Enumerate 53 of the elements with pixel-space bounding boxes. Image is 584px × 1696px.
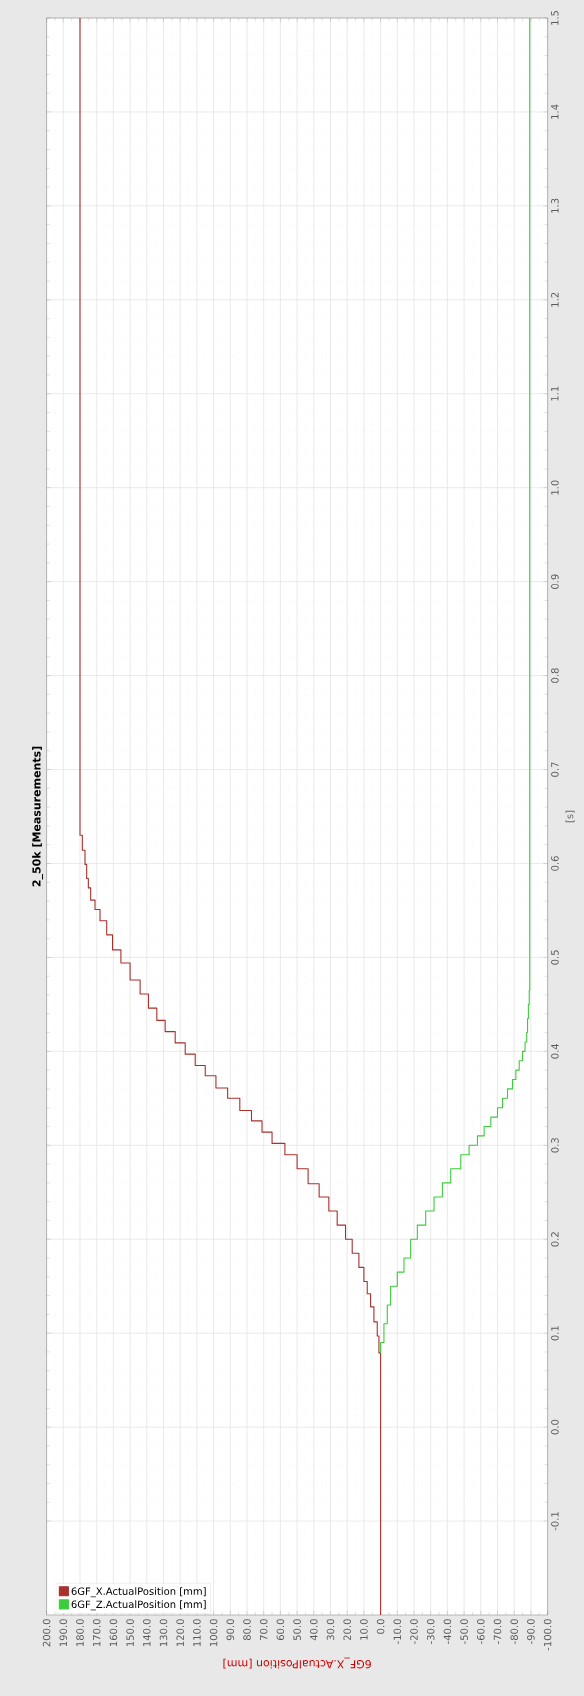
y-tick-label: 1.4 (551, 104, 559, 119)
y-tick-label: 1.1 (551, 386, 559, 401)
x-tick-label: -40.0 (443, 1619, 452, 1644)
y-tick-label: 0.4 (551, 1043, 559, 1059)
x-tick-label: 60.0 (276, 1619, 285, 1641)
y-tick-label: 0.8 (551, 668, 559, 683)
y-tick-label: 0.0 (551, 1419, 559, 1435)
x-tick-label: -100.0 (543, 1619, 552, 1651)
x-tick-label: 30.0 (326, 1619, 335, 1641)
y-tick-label: 1.5 (551, 10, 559, 25)
y-tick-label: 0.5 (551, 950, 559, 965)
x-tick-label: 140.0 (143, 1619, 151, 1647)
y-tick-label: 1.0 (551, 480, 559, 495)
x-tick-label: -90.0 (527, 1619, 535, 1644)
y-tick-label: -0.1 (551, 1512, 559, 1531)
x-tick-label: -20.0 (410, 1619, 418, 1644)
y-tick-label: 0.1 (551, 1326, 559, 1341)
x-tick-label: 80.0 (243, 1619, 251, 1641)
y-tick-label: 0.7 (551, 762, 559, 777)
x-tick-label: 200.0 (42, 1619, 51, 1647)
x-tick-label: -50.0 (460, 1619, 468, 1644)
x-axis-title: 6GF_X.ActualPosition [mm] (223, 1657, 371, 1669)
x-tick-label: 10.0 (360, 1619, 368, 1640)
y-tick-label: 0.9 (551, 574, 559, 589)
x-tick-label: 0.0 (376, 1619, 385, 1634)
x-tick-label: -70.0 (493, 1619, 502, 1644)
x-tick-label: -30.0 (426, 1619, 435, 1644)
y-tick-label: 0.2 (551, 1232, 559, 1247)
x-tick-label: 170.0 (92, 1619, 101, 1647)
x-tick-label: 90.0 (226, 1619, 235, 1641)
x-tick-label: 50.0 (293, 1619, 301, 1641)
legend-label: 6GF_X.ActualPosition [mm] (71, 1587, 206, 1598)
x-tick-label: 110.0 (193, 1619, 201, 1647)
x-tick-label: -60.0 (477, 1619, 485, 1644)
x-tick-label: 150.0 (126, 1619, 134, 1647)
x-tick-label: 100.0 (209, 1619, 218, 1647)
x-tick-label: 190.0 (59, 1619, 68, 1647)
x-tick-label: 70.0 (259, 1619, 268, 1640)
y-tick-label: 0.6 (551, 856, 559, 871)
y-axis-title: [s] (565, 810, 575, 823)
y-tick-label: 1.3 (551, 198, 559, 213)
x-tick-label: 130.0 (159, 1619, 168, 1647)
y-tick-label: 1.2 (551, 292, 559, 307)
x-tick-label: 180.0 (76, 1619, 84, 1647)
x-tick-label: 160.0 (109, 1619, 118, 1647)
legend-label: 6GF_Z.ActualPosition [mm] (71, 1600, 206, 1611)
y-tick-label: 0.3 (551, 1138, 559, 1153)
text: 2_50k [Measurements] (32, 746, 44, 887)
x-tick-label: -10.0 (393, 1619, 402, 1644)
x-tick-label: 40.0 (310, 1619, 318, 1641)
x-tick-label: 120.0 (176, 1619, 184, 1647)
x-tick-label: -80.0 (510, 1619, 518, 1644)
x-tick-label: 20.0 (343, 1619, 351, 1641)
